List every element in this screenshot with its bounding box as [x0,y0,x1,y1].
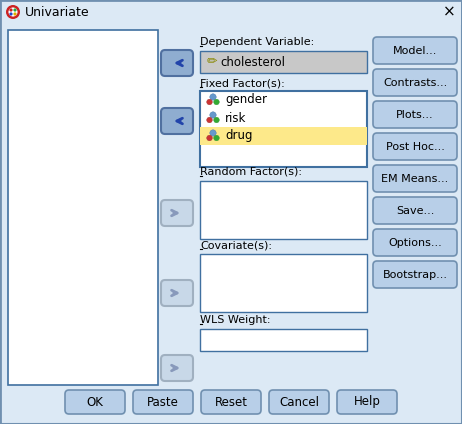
Text: risk: risk [225,112,246,125]
Circle shape [207,117,213,123]
Circle shape [210,94,216,100]
FancyBboxPatch shape [161,200,193,226]
Text: ✏: ✏ [207,56,218,69]
Text: Dependent Variable:: Dependent Variable: [200,37,314,47]
Text: Post Hoc...: Post Hoc... [386,142,444,151]
Text: WLS Weight:: WLS Weight: [200,315,270,325]
Circle shape [13,12,17,16]
Text: Options...: Options... [388,237,442,248]
Circle shape [6,5,20,19]
FancyBboxPatch shape [373,69,457,96]
FancyBboxPatch shape [373,261,457,288]
FancyBboxPatch shape [161,108,193,134]
Circle shape [214,135,219,141]
FancyBboxPatch shape [133,390,193,414]
Text: drug: drug [225,129,253,142]
Text: ×: × [443,5,456,20]
FancyBboxPatch shape [269,390,329,414]
Bar [200,329,367,351]
FancyBboxPatch shape [161,50,193,76]
FancyBboxPatch shape [201,390,261,414]
Text: Model...: Model... [393,45,437,56]
Bar [200,127,367,145]
FancyBboxPatch shape [373,165,457,192]
Bar [200,51,367,73]
Circle shape [210,130,216,136]
Bar [1,1,461,25]
Text: cholesterol: cholesterol [220,56,285,69]
Text: Help: Help [353,396,380,408]
FancyBboxPatch shape [65,390,125,414]
FancyBboxPatch shape [373,133,457,160]
Text: gender: gender [225,94,267,106]
Text: OK: OK [86,396,103,408]
Text: Plots...: Plots... [396,109,434,120]
Circle shape [9,8,12,11]
Text: Contrasts...: Contrasts... [383,78,447,87]
FancyBboxPatch shape [373,229,457,256]
Text: Random Factor(s):: Random Factor(s): [200,167,302,177]
Text: Cancel: Cancel [279,396,319,408]
Text: Bootstrap...: Bootstrap... [383,270,448,279]
Text: Save...: Save... [396,206,434,215]
Text: Reset: Reset [214,396,248,408]
FancyBboxPatch shape [161,280,193,306]
Circle shape [13,8,17,11]
Circle shape [9,12,12,16]
Circle shape [214,99,219,105]
FancyBboxPatch shape [161,355,193,381]
Bar [200,91,367,167]
Text: Fixed Factor(s):: Fixed Factor(s): [200,78,285,88]
Circle shape [210,112,216,118]
Text: Covariate(s):: Covariate(s): [200,240,272,250]
Circle shape [207,99,213,105]
Text: Paste: Paste [147,396,179,408]
FancyBboxPatch shape [373,101,457,128]
Circle shape [214,117,219,123]
FancyBboxPatch shape [337,390,397,414]
Bar [200,181,367,239]
Text: Univariate: Univariate [25,6,90,19]
FancyBboxPatch shape [373,37,457,64]
FancyBboxPatch shape [373,197,457,224]
Circle shape [207,135,213,141]
Bar [200,254,367,312]
Bar [8,30,158,385]
Text: EM Means...: EM Means... [381,173,449,184]
Circle shape [8,8,18,17]
